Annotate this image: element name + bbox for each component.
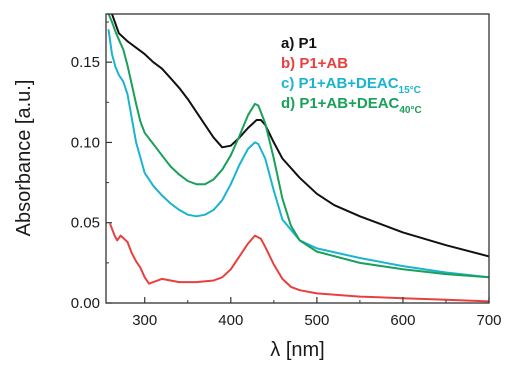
legend-label: d) P1+AB+DEAC [281, 95, 400, 112]
x-axis-title: λ [nm] [270, 339, 324, 361]
legend: a) P1 b) P1+AB c) P1+AB+DEAC15°Cd) P1+AB+D… [281, 35, 422, 116]
x-tick-label: 500 [304, 312, 329, 329]
legend-label-subscript: 40°C [399, 105, 421, 116]
y-axis-ticks: 0.00 0.05 0.10 0.15 [71, 21, 112, 312]
legend-label: c) P1+AB+DEAC [281, 75, 399, 92]
x-tick-label: 700 [476, 312, 501, 329]
legend-label-subscript: 15°C [399, 85, 421, 96]
plot-frame [105, 13, 490, 304]
legend-label: a) P1 [281, 35, 317, 52]
plot-curves [107, 14, 489, 303]
y-tick-label: 0.00 [71, 295, 100, 312]
y-tick-label: 0.10 [71, 134, 100, 151]
y-axis-title: Absorbance [a.u.] [13, 80, 35, 237]
y-tick-label: 0.15 [71, 54, 100, 71]
series-line-2 [109, 223, 489, 303]
legend-entry-1: a) P1 [281, 35, 317, 52]
legend-entry-2: b) P1+AB [281, 55, 348, 72]
x-axis-ticks: 300 400 500 600 700 [132, 297, 502, 329]
x-tick-label: 600 [390, 312, 415, 329]
legend-entry-3: c) P1+AB+DEAC15°C [281, 75, 421, 96]
y-tick-label: 0.05 [71, 215, 100, 232]
legend-entry-4: d) P1+AB+DEAC40°C [281, 95, 422, 116]
x-tick-label: 300 [132, 312, 157, 329]
x-tick-label: 400 [218, 312, 243, 329]
series-line-4 [107, 14, 489, 279]
series-line-1 [111, 14, 489, 258]
legend-label: b) P1+AB [281, 55, 348, 72]
